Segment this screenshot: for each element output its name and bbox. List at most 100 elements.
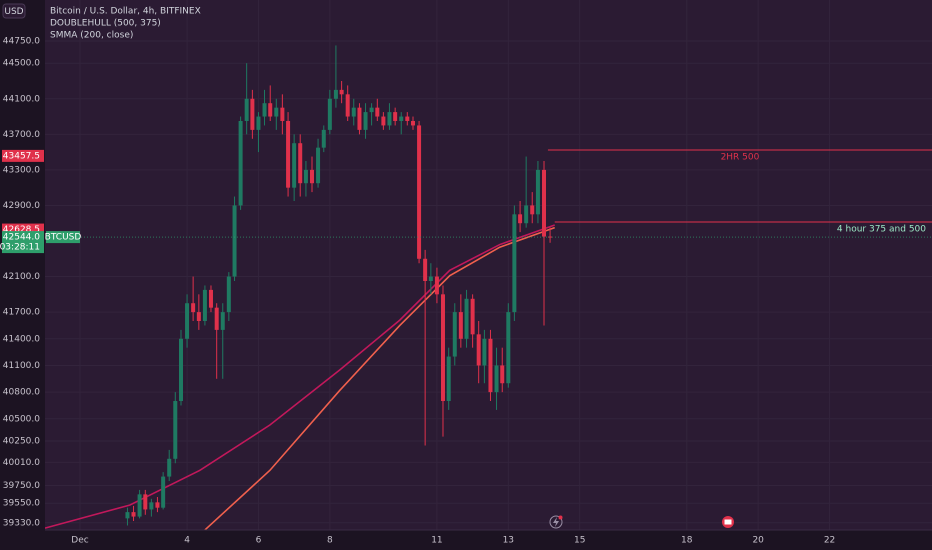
candle-body bbox=[423, 258, 428, 282]
overlay: 2HR 500 4 hour 375 and 500 bbox=[45, 149, 932, 238]
y-tick-label: 40250.0 bbox=[3, 437, 40, 447]
candle-body bbox=[268, 103, 273, 117]
candle-body bbox=[399, 116, 404, 121]
candle-body bbox=[327, 98, 332, 130]
x-tick-label: 20 bbox=[752, 536, 764, 546]
candle-body bbox=[482, 338, 487, 366]
candle-body bbox=[250, 98, 255, 130]
y-tick-label: 41400.0 bbox=[3, 334, 40, 344]
candle-body bbox=[191, 303, 196, 313]
candle-body bbox=[208, 289, 213, 308]
candle-body bbox=[464, 298, 469, 339]
x-tick-label: Dec bbox=[71, 536, 88, 546]
x-tick-label: 8 bbox=[327, 536, 333, 546]
y-tick-label: 42900.0 bbox=[3, 201, 40, 211]
candle-body bbox=[428, 276, 433, 282]
y-tick-label: 41700.0 bbox=[3, 308, 40, 318]
indicator-legend: SMMA (200, close) bbox=[50, 31, 133, 41]
candle-body bbox=[196, 312, 201, 322]
candle-body bbox=[405, 116, 410, 121]
candle-body bbox=[161, 476, 166, 508]
candle-body bbox=[524, 205, 529, 224]
candle-body bbox=[131, 512, 136, 517]
candle-body bbox=[512, 214, 517, 313]
currency[interactable]: USD bbox=[4, 7, 23, 17]
annotation-label: 2HR 500 bbox=[721, 152, 760, 162]
y-tick-label: 39550.0 bbox=[3, 499, 40, 509]
candle-body bbox=[500, 365, 505, 384]
x-tick-label: 18 bbox=[681, 536, 693, 546]
candle-body bbox=[185, 303, 190, 339]
candle-body bbox=[321, 129, 326, 148]
candle-body bbox=[387, 112, 392, 126]
candle-body bbox=[506, 312, 511, 384]
y-tick-label: 40500.0 bbox=[3, 414, 40, 424]
price-label: 42628.5 bbox=[3, 225, 40, 235]
candle-body bbox=[417, 125, 422, 259]
candle-body bbox=[149, 502, 154, 510]
annotation-label: 4 hour 375 and 500 bbox=[837, 224, 926, 234]
candle-body bbox=[351, 107, 356, 117]
countdown: 03:28:11 bbox=[0, 243, 40, 253]
candle-body bbox=[494, 365, 499, 393]
price-label: 42544.0 bbox=[3, 233, 40, 243]
candle-body bbox=[548, 236, 553, 238]
candle-body bbox=[143, 494, 148, 510]
x-tick-label: 15 bbox=[574, 536, 585, 546]
candle-body bbox=[214, 307, 219, 330]
candle-body bbox=[470, 298, 475, 335]
candles bbox=[125, 45, 553, 526]
candle-body bbox=[280, 107, 285, 121]
icon-dot bbox=[558, 515, 563, 520]
candle-body bbox=[488, 338, 493, 393]
x-tick-label: 4 bbox=[184, 536, 190, 546]
candle-body bbox=[411, 120, 416, 126]
candle-body bbox=[226, 276, 231, 313]
x-tick-label: 11 bbox=[431, 536, 442, 546]
event-icon[interactable] bbox=[722, 516, 734, 528]
candle-body bbox=[125, 512, 130, 519]
icon-ring bbox=[549, 515, 563, 529]
y-tick-label: 40800.0 bbox=[3, 388, 40, 398]
candle-body bbox=[333, 89, 338, 99]
price-label-box bbox=[2, 231, 44, 254]
chart-title: Bitcoin / U.S. Dollar, 4h, BITFINEX bbox=[50, 7, 201, 17]
symbol-label: BTCUSD bbox=[45, 233, 82, 243]
candle-body bbox=[256, 116, 261, 130]
price-axis bbox=[0, 0, 45, 550]
icon-flag bbox=[724, 519, 732, 525]
candle-body bbox=[286, 120, 291, 188]
y-tick-label: 44750.0 bbox=[3, 36, 40, 46]
candle-body bbox=[381, 116, 386, 126]
candle-body bbox=[535, 169, 540, 215]
candle-body bbox=[375, 107, 380, 117]
candle-body bbox=[363, 112, 368, 130]
y-tick-label: 40010.0 bbox=[3, 458, 40, 468]
candle-body bbox=[530, 205, 535, 215]
candle-body bbox=[357, 107, 362, 130]
plot-area bbox=[45, 0, 932, 530]
y-tick-label: 39330.0 bbox=[3, 518, 40, 528]
candle-body bbox=[476, 334, 481, 366]
y-tick-label: 43700.0 bbox=[3, 130, 40, 140]
symbol-tag bbox=[46, 231, 80, 244]
currency-button[interactable] bbox=[2, 3, 26, 19]
y-tick-label: 44500.0 bbox=[3, 59, 40, 69]
candle-body bbox=[345, 94, 350, 117]
time-axis bbox=[45, 530, 932, 550]
axes: 44750.0 44500.0 44100.0 43700.0 43300.0 42900… bbox=[0, 36, 835, 545]
lightning-icon[interactable] bbox=[549, 515, 563, 529]
candle-body bbox=[339, 89, 344, 95]
y-tick-label: 43300.0 bbox=[3, 165, 40, 175]
candle-body bbox=[292, 143, 297, 188]
x-tick-label: 22 bbox=[824, 536, 835, 546]
candle-body bbox=[452, 312, 457, 357]
candle-body bbox=[440, 294, 445, 402]
candle-body bbox=[298, 143, 303, 184]
x-tick-label: 13 bbox=[503, 536, 514, 546]
price-label: 43457.5 bbox=[3, 151, 40, 161]
candle-body bbox=[167, 458, 172, 477]
candle-body bbox=[542, 169, 547, 237]
candle-body bbox=[274, 107, 279, 117]
